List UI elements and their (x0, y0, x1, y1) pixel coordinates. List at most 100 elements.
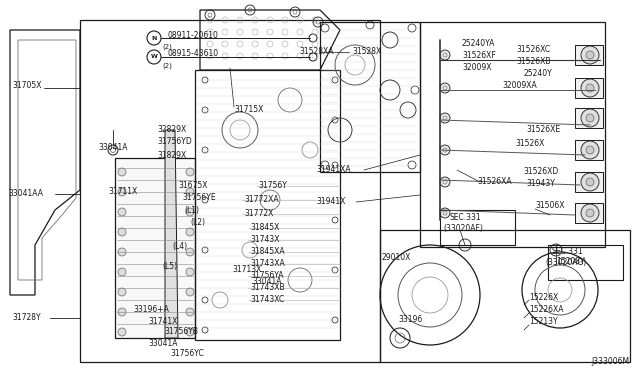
Text: 31756YA: 31756YA (250, 272, 284, 280)
Text: 08915-43610: 08915-43610 (168, 49, 219, 58)
Bar (420, 22, 605, 247)
Text: 31506X: 31506X (535, 202, 564, 211)
Bar (320, 22, 420, 172)
Circle shape (440, 145, 450, 155)
Circle shape (186, 308, 194, 316)
Text: W: W (150, 55, 157, 60)
Text: 31526XB: 31526XB (516, 58, 550, 67)
Bar (575, 140, 603, 160)
Circle shape (118, 268, 126, 276)
Text: 15213Y: 15213Y (529, 317, 557, 327)
Text: J333006M: J333006M (592, 357, 630, 366)
Text: 25240YA: 25240YA (462, 39, 495, 48)
Circle shape (186, 328, 194, 336)
Text: 31743X: 31743X (250, 235, 280, 244)
Text: (L4): (L4) (172, 241, 187, 250)
Text: 31705X: 31705X (12, 80, 42, 90)
Text: 33196: 33196 (398, 315, 422, 324)
Text: 31772X: 31772X (244, 209, 273, 218)
Text: 33041A: 33041A (252, 278, 282, 286)
Circle shape (118, 328, 126, 336)
Polygon shape (165, 130, 178, 338)
Text: (L5): (L5) (162, 262, 177, 270)
Circle shape (186, 288, 194, 296)
Text: 31526XA: 31526XA (477, 177, 511, 186)
Text: 31756YC: 31756YC (170, 350, 204, 359)
Text: 31526XC: 31526XC (516, 45, 550, 55)
Text: 31772XA: 31772XA (244, 196, 278, 205)
Circle shape (440, 113, 450, 123)
Text: (33020AF): (33020AF) (443, 224, 483, 232)
Circle shape (586, 178, 594, 186)
Text: 15226XA: 15226XA (529, 305, 563, 314)
Circle shape (186, 188, 194, 196)
Text: N: N (151, 35, 157, 41)
Circle shape (118, 188, 126, 196)
Bar (195, 70, 340, 340)
Text: 31743XB: 31743XB (250, 283, 285, 292)
Bar (380, 230, 630, 362)
Text: 31715X: 31715X (234, 106, 264, 115)
Bar (575, 78, 603, 98)
Circle shape (118, 228, 126, 236)
Circle shape (581, 173, 599, 191)
Text: SEC.331: SEC.331 (450, 214, 482, 222)
Text: 31526XD: 31526XD (523, 167, 558, 176)
Circle shape (581, 46, 599, 64)
Text: 31711X: 31711X (108, 187, 137, 196)
Circle shape (581, 204, 599, 222)
Text: 31756YE: 31756YE (182, 193, 216, 202)
Text: 31526XF: 31526XF (462, 51, 496, 61)
Text: SEC.331: SEC.331 (552, 247, 584, 257)
Text: 31528X: 31528X (352, 48, 381, 57)
Text: 32829X: 32829X (157, 125, 186, 135)
Circle shape (586, 114, 594, 122)
Bar (548, 245, 623, 280)
Bar (575, 108, 603, 128)
Circle shape (118, 288, 126, 296)
Text: 31741X: 31741X (148, 317, 177, 327)
Text: (2): (2) (162, 63, 172, 69)
Text: 31756YB: 31756YB (164, 327, 198, 337)
Circle shape (586, 84, 594, 92)
Circle shape (440, 208, 450, 218)
Text: 31756Y: 31756Y (258, 182, 287, 190)
Circle shape (186, 268, 194, 276)
Text: (33020AG): (33020AG) (545, 257, 586, 266)
Text: 31526XE: 31526XE (526, 125, 560, 135)
Circle shape (581, 79, 599, 97)
Circle shape (440, 83, 450, 93)
Bar (115, 158, 195, 338)
Text: 31941X: 31941X (316, 198, 346, 206)
Text: (L2): (L2) (190, 218, 205, 227)
Text: (L1): (L1) (184, 205, 199, 215)
Text: (2): (2) (162, 44, 172, 50)
Text: 31943Y: 31943Y (526, 180, 555, 189)
Circle shape (440, 50, 450, 60)
Bar (575, 45, 603, 65)
Circle shape (186, 248, 194, 256)
Text: 29010X: 29010X (382, 253, 412, 263)
Bar (575, 203, 603, 223)
Text: 31829X: 31829X (157, 151, 186, 160)
Text: 31743XA: 31743XA (250, 260, 285, 269)
Circle shape (186, 168, 194, 176)
Text: 33196+A: 33196+A (133, 305, 169, 314)
Text: 32009X: 32009X (462, 64, 492, 73)
Circle shape (118, 168, 126, 176)
Text: 15226X: 15226X (529, 294, 558, 302)
Circle shape (118, 248, 126, 256)
Text: 31743XC: 31743XC (250, 295, 284, 305)
Text: 08911-20610: 08911-20610 (168, 31, 219, 39)
Circle shape (581, 109, 599, 127)
Text: 33041A: 33041A (148, 340, 177, 349)
Circle shape (581, 141, 599, 159)
Circle shape (186, 228, 194, 236)
Text: 33041A: 33041A (98, 144, 127, 153)
Bar (80, 20, 380, 362)
Circle shape (118, 308, 126, 316)
Circle shape (586, 209, 594, 217)
Circle shape (118, 208, 126, 216)
Text: 33041AA: 33041AA (8, 189, 43, 199)
Circle shape (586, 51, 594, 59)
